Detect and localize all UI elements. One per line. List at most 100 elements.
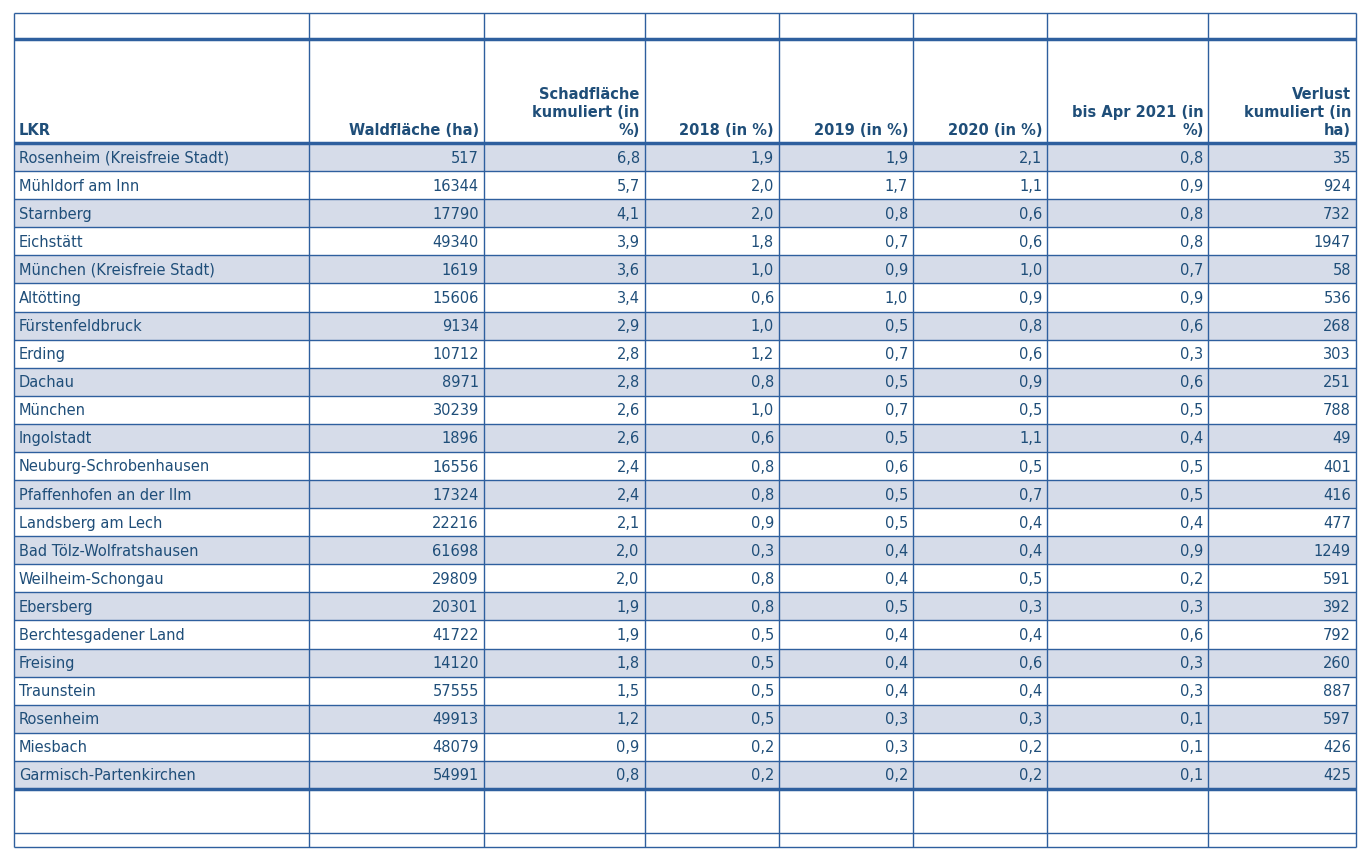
Text: 924: 924 [1323,178,1351,194]
Text: Starnberg: Starnberg [19,207,92,221]
Text: Miesbach: Miesbach [19,740,88,754]
Bar [14,228,1356,256]
Text: 0,3: 0,3 [1180,599,1203,614]
Text: Erding: Erding [19,347,66,362]
Bar [14,40,1356,144]
Text: 0,5: 0,5 [751,628,774,642]
Text: 0,8: 0,8 [1019,319,1043,334]
Text: 0,1: 0,1 [1180,711,1203,727]
Bar [14,369,1356,396]
Text: 14120: 14120 [432,655,478,671]
Text: 0,3: 0,3 [885,740,908,754]
Text: 41722: 41722 [432,628,478,642]
Text: 1,1: 1,1 [1019,178,1043,194]
Text: 2,0: 2,0 [751,178,774,194]
Text: 0,8: 0,8 [1180,207,1203,221]
Text: 58: 58 [1333,263,1351,277]
Bar [14,705,1356,733]
Bar [14,733,1356,761]
Text: 1,0: 1,0 [751,319,774,334]
Text: 0,9: 0,9 [1180,178,1203,194]
Text: 2,0: 2,0 [616,571,640,586]
Text: 0,2: 0,2 [1019,767,1043,783]
Text: 260: 260 [1323,655,1351,671]
Text: 2,9: 2,9 [616,319,640,334]
Text: 0,2: 0,2 [1019,740,1043,754]
Text: 1,1: 1,1 [1019,430,1043,446]
Bar [14,452,1356,480]
Bar [14,172,1356,200]
Text: 1,0: 1,0 [751,263,774,277]
Text: 0,7: 0,7 [885,234,908,250]
Text: 0,3: 0,3 [1180,684,1203,698]
Text: 0,5: 0,5 [1019,459,1043,474]
Text: 0,9: 0,9 [1019,291,1043,306]
Text: 0,6: 0,6 [751,430,774,446]
Text: 0,3: 0,3 [751,543,774,558]
Text: 5,7: 5,7 [616,178,640,194]
Text: 0,9: 0,9 [1180,291,1203,306]
Text: 0,8: 0,8 [751,487,774,502]
Text: 22216: 22216 [432,515,478,530]
Text: 0,5: 0,5 [885,487,908,502]
Text: 1249: 1249 [1314,543,1351,558]
Text: 0,5: 0,5 [751,655,774,671]
Bar [14,621,1356,649]
Text: LKR: LKR [19,123,51,138]
Text: 1,5: 1,5 [616,684,640,698]
Text: 0,4: 0,4 [885,655,908,671]
Text: 0,1: 0,1 [1180,767,1203,783]
Bar [14,424,1356,452]
Bar [14,677,1356,705]
Text: 0,7: 0,7 [1180,263,1203,277]
Text: 16344: 16344 [433,178,478,194]
Text: 0,5: 0,5 [885,515,908,530]
Text: 0,6: 0,6 [1180,628,1203,642]
Text: 0,6: 0,6 [1019,655,1043,671]
Bar [14,313,1356,340]
Text: 0,2: 0,2 [751,740,774,754]
Text: 425: 425 [1323,767,1351,783]
Text: Dachau: Dachau [19,375,75,390]
Text: 1,9: 1,9 [751,151,774,165]
Text: 0,8: 0,8 [1180,151,1203,165]
Text: Berchtesgadener Land: Berchtesgadener Land [19,628,185,642]
Text: 1,0: 1,0 [885,291,908,306]
Bar [14,200,1356,228]
Text: Bad Tölz-Wolfratshausen: Bad Tölz-Wolfratshausen [19,543,199,558]
Text: 0,5: 0,5 [1180,459,1203,474]
Bar [14,14,1356,40]
Text: 0,2: 0,2 [885,767,908,783]
Text: 57555: 57555 [433,684,478,698]
Text: 792: 792 [1323,628,1351,642]
Text: 1,2: 1,2 [751,347,774,362]
Text: 0,4: 0,4 [1019,515,1043,530]
Text: 0,4: 0,4 [1180,515,1203,530]
Text: 0,6: 0,6 [885,459,908,474]
Text: Ingolstadt: Ingolstadt [19,430,92,446]
Bar [14,509,1356,536]
Text: 401: 401 [1323,459,1351,474]
Text: 35: 35 [1333,151,1351,165]
Text: 0,9: 0,9 [885,263,908,277]
Text: 0,3: 0,3 [1180,655,1203,671]
Text: 49: 49 [1333,430,1351,446]
Text: 2,1: 2,1 [1019,151,1043,165]
Text: 1,7: 1,7 [885,178,908,194]
Text: 2,0: 2,0 [616,543,640,558]
Text: 3,6: 3,6 [616,263,640,277]
Text: 732: 732 [1323,207,1351,221]
Text: München: München [19,403,86,418]
Text: 20301: 20301 [432,599,478,614]
Text: 16556: 16556 [433,459,478,474]
Text: 1,2: 1,2 [616,711,640,727]
Text: 2,8: 2,8 [616,347,640,362]
Text: 0,5: 0,5 [885,375,908,390]
Text: Neuburg-Schrobenhausen: Neuburg-Schrobenhausen [19,459,210,474]
Text: 54991: 54991 [433,767,478,783]
Text: 1,8: 1,8 [616,655,640,671]
Text: Rosenheim (Kreisfreie Stadt): Rosenheim (Kreisfreie Stadt) [19,151,229,165]
Text: 0,7: 0,7 [885,347,908,362]
Text: 3,9: 3,9 [616,234,640,250]
Text: 1619: 1619 [441,263,478,277]
